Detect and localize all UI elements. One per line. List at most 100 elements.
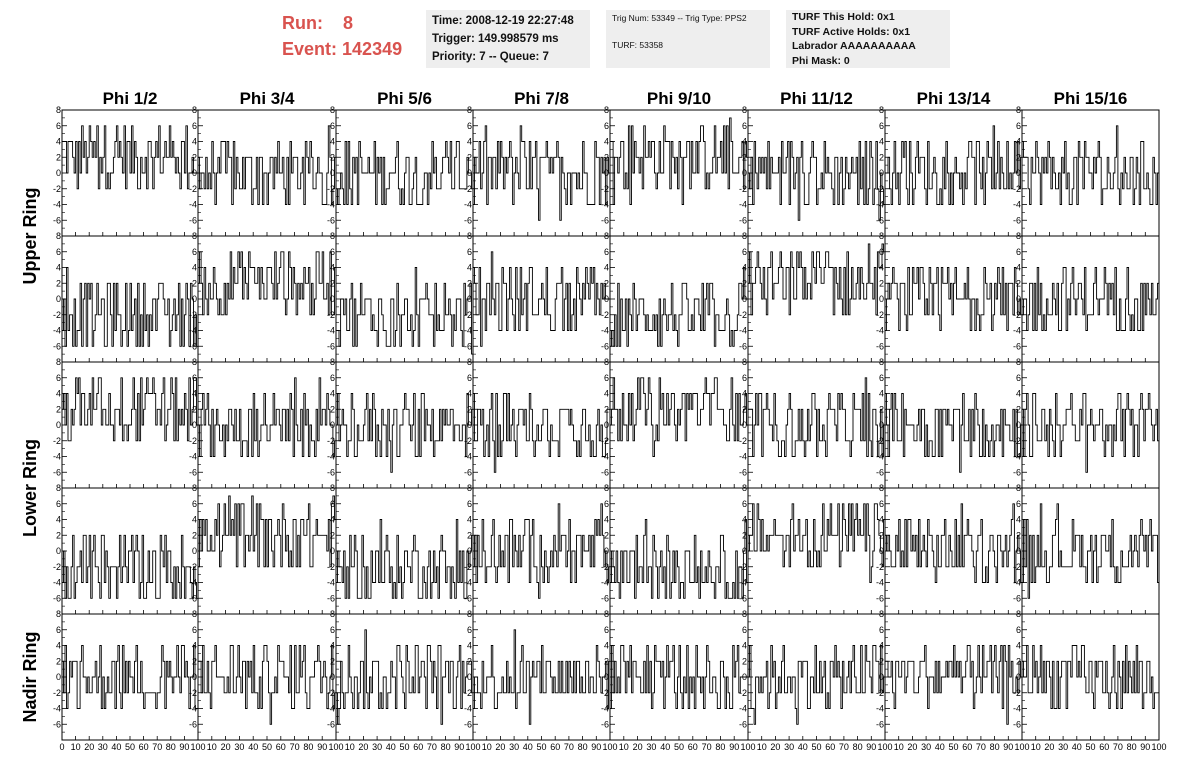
y-tick-label: 2 [742, 278, 747, 288]
x-tick-label: 60 [962, 742, 972, 752]
y-tick-label: 2 [192, 530, 197, 540]
y-tick-label: -6 [876, 719, 884, 729]
x-tick-label: 30 [784, 742, 794, 752]
x-tick-label: 90 [591, 742, 601, 752]
y-tick-label: 4 [604, 641, 609, 651]
y-tick-label: -4 [876, 704, 884, 714]
waveform-trace [198, 125, 337, 205]
waveform-trace [885, 393, 1023, 473]
y-tick-label: 8 [467, 105, 472, 115]
y-tick-label: -4 [464, 704, 472, 714]
y-tick-label: -6 [876, 593, 884, 603]
y-tick-label: -2 [464, 310, 472, 320]
y-tick-label: 4 [192, 389, 197, 399]
y-tick-label: -2 [53, 310, 61, 320]
x-tick-label: 50 [948, 742, 958, 752]
y-tick-label: 4 [467, 263, 472, 273]
y-tick-label: 4 [879, 137, 884, 147]
y-tick-label: 6 [330, 247, 335, 257]
panel: -6 -4 -2 0 2 4 6 8 [327, 231, 474, 363]
y-tick-label: 8 [604, 105, 609, 115]
y-tick-label: 6 [192, 499, 197, 509]
y-tick-label: 8 [879, 357, 884, 367]
x-tick-label: 40 [1072, 742, 1082, 752]
y-tick-label: 8 [742, 609, 747, 619]
panel-frame [1021, 613, 1160, 741]
panel: -6 -4 -2 0 2 4 6 8 [1013, 483, 1160, 615]
x-tick-label: 30 [509, 742, 519, 752]
x-tick-label: 60 [688, 742, 698, 752]
y-tick-label: -4 [53, 704, 61, 714]
waveform-trace [885, 503, 1023, 599]
y-tick-label: 2 [56, 152, 61, 162]
x-tick-label: 30 [234, 742, 244, 752]
panel-frame [472, 109, 611, 237]
y-tick-label: -6 [739, 341, 747, 351]
waveform-trace [748, 377, 886, 457]
x-tick-label: 70 [152, 742, 162, 752]
y-tick-label: 4 [879, 263, 884, 273]
y-tick-label: 4 [742, 263, 747, 273]
x-tick-label: 80 [441, 742, 451, 752]
x-tick-label: 20 [1044, 742, 1054, 752]
waveform-trace [62, 534, 199, 599]
y-tick-label: -6 [876, 215, 884, 225]
y-tick-label: 6 [742, 373, 747, 383]
waveform-trace [748, 645, 886, 725]
y-tick-label: 6 [467, 247, 472, 257]
x-tick-label: 10 [207, 742, 217, 752]
y-tick-label: -4 [739, 452, 747, 462]
column-title: Phi 3/4 [240, 89, 295, 108]
timing-info-box: Time: 2008-12-19 22:27:48 Trigger: 149.9… [426, 10, 590, 68]
y-tick-label: -2 [739, 436, 747, 446]
y-tick-label: 8 [192, 357, 197, 367]
x-tick-label: 20 [907, 742, 917, 752]
y-tick-label: -4 [189, 326, 197, 336]
y-tick-label: -4 [601, 326, 609, 336]
y-tick-label: -4 [601, 200, 609, 210]
ring-label: Lower Ring [20, 439, 40, 537]
y-tick-label: 0 [56, 294, 61, 304]
y-tick-label: 0 [879, 294, 884, 304]
y-tick-label: 6 [1016, 247, 1021, 257]
y-tick-label: 8 [742, 357, 747, 367]
waveform-trace [198, 645, 337, 725]
y-tick-label: 2 [1016, 404, 1021, 414]
ring-label: Upper Ring [20, 188, 40, 285]
y-tick-label: -4 [601, 704, 609, 714]
y-tick-label: -6 [464, 215, 472, 225]
x-tick-label: 40 [935, 742, 945, 752]
x-tick-label: 60 [139, 742, 149, 752]
x-tick-label: 20 [84, 742, 94, 752]
priority-text: Priority: 7 -- Queue: 7 [432, 51, 549, 63]
y-tick-label: 0 [604, 672, 609, 682]
x-tick-label: 70 [427, 742, 437, 752]
x-tick-label: 10 [345, 742, 355, 752]
y-tick-label: 6 [467, 499, 472, 509]
y-tick-label: -2 [1013, 184, 1021, 194]
turf-info-box: TURF This Hold: 0x1 TURF Active Holds: 0… [786, 10, 950, 68]
y-tick-label: -2 [327, 562, 335, 572]
y-tick-label: 8 [192, 105, 197, 115]
panel: -6 -4 -2 0 2 4 6 8 [739, 483, 886, 615]
y-tick-label: 0 [1016, 168, 1021, 178]
y-tick-label: -4 [1013, 326, 1021, 336]
panel: -6 -4 -2 0 2 4 6 8 [53, 105, 199, 237]
y-tick-label: 0 [879, 546, 884, 556]
y-tick-label: -2 [1013, 436, 1021, 446]
waveform-trace [62, 645, 199, 709]
y-tick-label: 2 [467, 152, 472, 162]
x-tick-label: 60 [276, 742, 286, 752]
waveform-trace [1022, 125, 1160, 205]
y-tick-label: 6 [604, 121, 609, 131]
y-tick-label: 0 [742, 420, 747, 430]
x-tick-label: 70 [290, 742, 300, 752]
x-tick-label: 80 [1127, 742, 1137, 752]
panel: -6 -4 -2 0 2 4 6 8 [739, 231, 886, 363]
y-tick-label: 6 [742, 247, 747, 257]
y-tick-label: 2 [604, 404, 609, 414]
x-tick-label: 90 [317, 742, 327, 752]
y-tick-label: -2 [601, 562, 609, 572]
y-tick-label: -6 [189, 593, 197, 603]
y-tick-label: -4 [327, 326, 335, 336]
